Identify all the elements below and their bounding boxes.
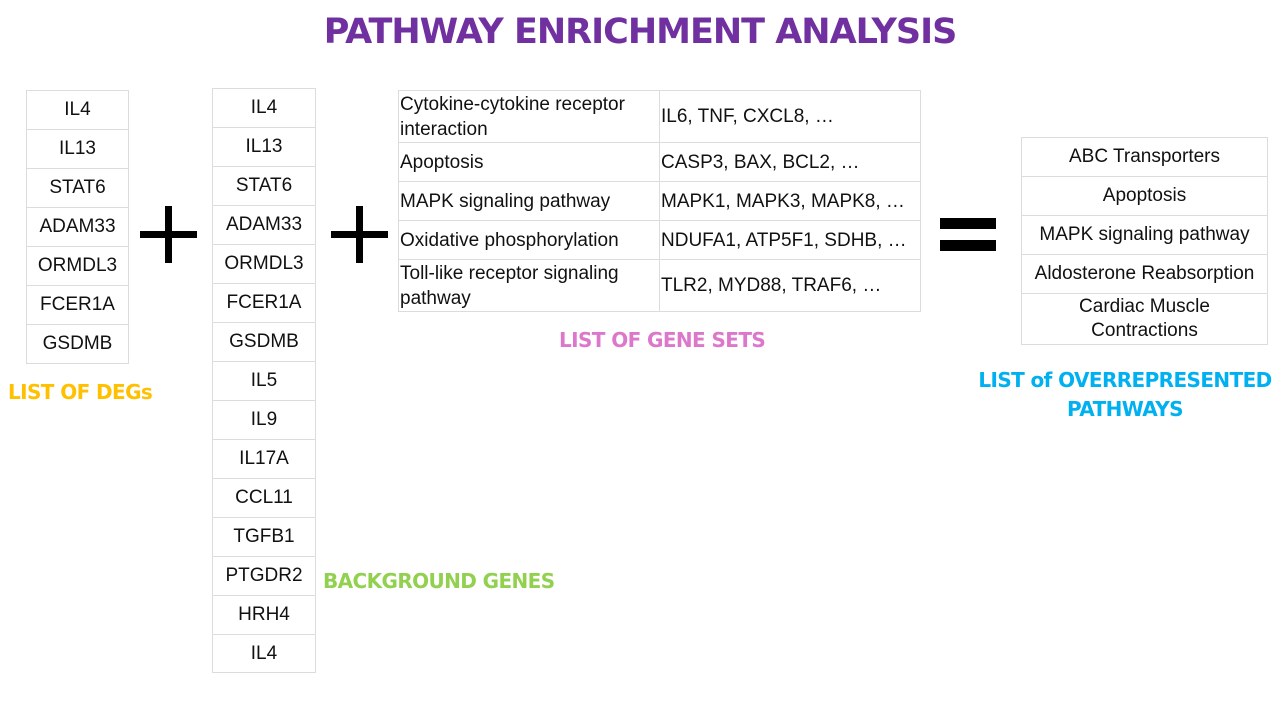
overrepresented-pathways-list: ABC Transporters Apoptosis MAPK signaling … [1021,137,1268,345]
background-gene-row: TGFB1 [212,517,316,557]
background-gene-row: STAT6 [212,166,316,206]
background-gene-item: FCER1A [212,283,316,323]
deg-gene-row: IL4 [26,90,129,130]
background-gene-row: ORMDL3 [212,244,316,284]
background-gene-item: IL4 [212,88,316,128]
deg-gene-item: IL13 [26,129,129,169]
gene-set-row: Cytokine-cytokine receptor interaction IL… [398,90,921,143]
overrepresented-caption: LIST of OVERREPRESENTED PATHWAYS [960,366,1280,424]
equals-icon [940,218,996,252]
overrepresented-caption-line2: PATHWAYS [1067,397,1184,421]
background-gene-row: PTGDR2 [212,556,316,596]
gene-set-row: MAPK signaling pathway MAPK1, MAPK3, MAPK… [398,181,921,221]
plus-icon [140,206,197,263]
deg-gene-row: STAT6 [26,168,129,208]
gene-set-genes: CASP3, BAX, BCL2, … [659,142,921,182]
deg-gene-item: ORMDL3 [26,246,129,286]
gene-sets-caption: LIST OF GENE SETS [559,328,766,352]
deg-gene-row: ADAM33 [26,207,129,247]
overrepresented-pathway-row: Cardiac Muscle Contractions [1021,293,1268,345]
overrepresented-pathway-item: Aldosterone Reabsorption [1021,254,1268,294]
gene-set-pathway: Oxidative phosphorylation [398,220,660,260]
deg-gene-row: GSDMB [26,324,129,364]
overrepresented-caption-line1: LIST of OVERREPRESENTED [978,368,1272,392]
deg-gene-item: IL4 [26,90,129,130]
gene-set-row: Toll-like receptor signaling pathway TLR2… [398,259,921,312]
deg-gene-item: STAT6 [26,168,129,208]
deg-gene-item: ADAM33 [26,207,129,247]
gene-set-genes: TLR2, MYD88, TRAF6, … [659,259,921,312]
gene-set-pathway: MAPK signaling pathway [398,181,660,221]
background-gene-item: IL17A [212,439,316,479]
background-gene-row: ADAM33 [212,205,316,245]
deg-gene-item: FCER1A [26,285,129,325]
background-gene-row: CCL11 [212,478,316,518]
background-gene-item: STAT6 [212,166,316,206]
background-gene-item: IL9 [212,400,316,440]
deg-gene-row: ORMDL3 [26,246,129,286]
background-gene-item: PTGDR2 [212,556,316,596]
deg-gene-item: GSDMB [26,324,129,364]
background-gene-row: HRH4 [212,595,316,635]
degs-list: IL4 IL13 STAT6 ADAM33 ORMDL3 FCER1A GSDMB [26,90,129,364]
plus-icon [331,206,388,263]
overrepresented-pathway-item: Cardiac Muscle Contractions [1021,293,1268,345]
background-gene-item: TGFB1 [212,517,316,557]
gene-set-row: Apoptosis CASP3, BAX, BCL2, … [398,142,921,182]
background-gene-row: IL9 [212,400,316,440]
background-gene-row: IL4 [212,634,316,673]
background-genes-list: IL4 IL13 STAT6 ADAM33 ORMDL3 FCER1A GSDMB IL5 IL… [212,88,316,673]
background-gene-item: ORMDL3 [212,244,316,284]
gene-set-genes: NDUFA1, ATP5F1, SDHB, … [659,220,921,260]
overrepresented-pathway-row: Aldosterone Reabsorption [1021,254,1268,294]
background-gene-row: IL13 [212,127,316,167]
background-gene-row: FCER1A [212,283,316,323]
gene-set-pathway: Apoptosis [398,142,660,182]
gene-set-pathway: Toll-like receptor signaling pathway [398,259,660,312]
background-gene-item: IL5 [212,361,316,401]
page-title: PATHWAY ENRICHMENT ANALYSIS [323,12,958,52]
background-gene-row: IL17A [212,439,316,479]
background-gene-item: IL4 [212,634,316,673]
background-gene-item: ADAM33 [212,205,316,245]
overrepresented-pathway-row: ABC Transporters [1021,137,1268,177]
background-gene-row: GSDMB [212,322,316,362]
gene-set-pathway: Cytokine-cytokine receptor interaction [398,90,660,143]
deg-gene-row: IL13 [26,129,129,169]
overrepresented-pathway-item: Apoptosis [1021,176,1268,216]
overrepresented-pathway-row: MAPK signaling pathway [1021,215,1268,255]
background-gene-row: IL5 [212,361,316,401]
background-genes-caption: BACKGROUND GENES [323,569,555,593]
gene-set-genes: IL6, TNF, CXCL8, … [659,90,921,143]
background-gene-row: IL4 [212,88,316,128]
background-gene-item: HRH4 [212,595,316,635]
gene-set-genes: MAPK1, MAPK3, MAPK8, … [659,181,921,221]
degs-caption: LIST OF DEGs [8,380,153,404]
overrepresented-pathway-item: ABC Transporters [1021,137,1268,177]
gene-set-row: Oxidative phosphorylation NDUFA1, ATP5F1,… [398,220,921,260]
background-gene-item: CCL11 [212,478,316,518]
overrepresented-pathway-item: MAPK signaling pathway [1021,215,1268,255]
background-gene-item: IL13 [212,127,316,167]
gene-sets-table: Cytokine-cytokine receptor interaction IL… [398,90,921,312]
background-gene-item: GSDMB [212,322,316,362]
deg-gene-row: FCER1A [26,285,129,325]
overrepresented-pathway-row: Apoptosis [1021,176,1268,216]
